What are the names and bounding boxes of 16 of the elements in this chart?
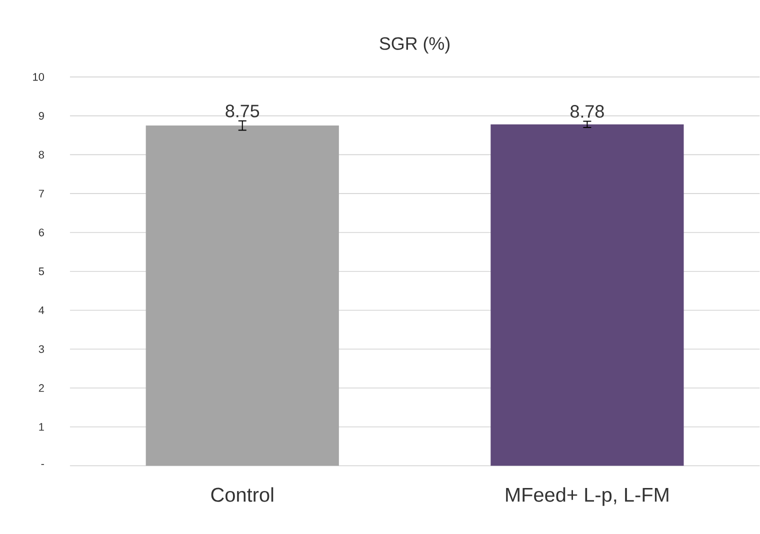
y-tick-label: 1 (39, 423, 44, 431)
y-tick-label: 2 (38, 384, 44, 392)
x-tick-label: MFeed+ L-p, L-FM (506, 487, 668, 506)
data-label: 8.78 (570, 105, 604, 118)
y-tick-label: 6 (38, 228, 44, 236)
y-tick-label: 4 (38, 306, 44, 314)
y-tick-label: 10 (33, 73, 44, 81)
y-tick-label: 3 (38, 345, 44, 354)
y-tick-label: 8 (38, 150, 44, 159)
y-tick-label: - (41, 464, 44, 466)
data-label: 8.75 (226, 104, 260, 118)
chart-title: SGR (%) (380, 36, 450, 54)
y-tick-label: 5 (38, 268, 44, 276)
y-tick-label: 9 (38, 112, 44, 120)
y-tick-label: 7 (38, 190, 44, 198)
x-tick-label: Control (211, 487, 274, 502)
